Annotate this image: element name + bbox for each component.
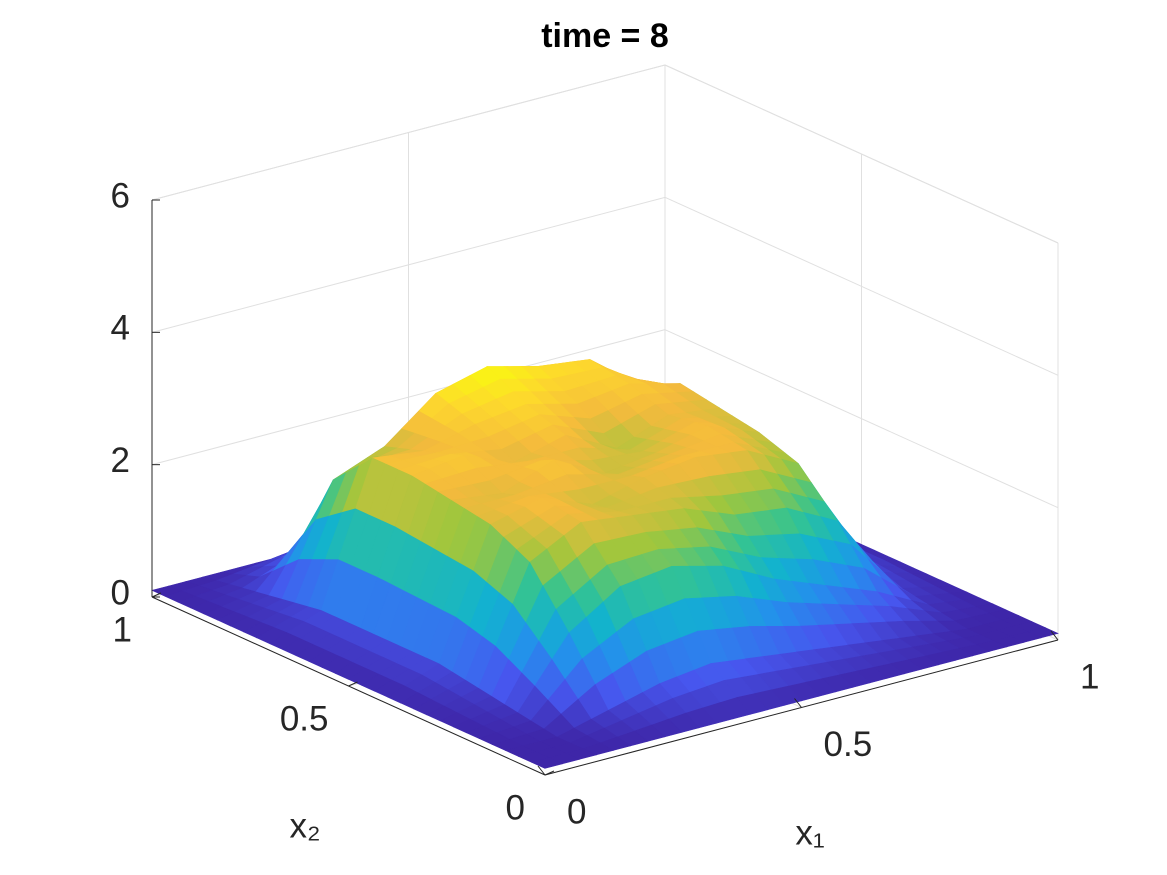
surface-patch bbox=[531, 757, 563, 769]
y-tick bbox=[151, 592, 162, 598]
z-tick-label: 4 bbox=[111, 309, 130, 348]
box-edge bbox=[151, 64, 666, 201]
x-tick bbox=[537, 765, 546, 776]
y-tick bbox=[544, 770, 555, 776]
y-axis-label: x₂ bbox=[289, 806, 320, 845]
y-tick-label: 1 bbox=[113, 610, 132, 649]
z-tick-label: 6 bbox=[111, 176, 130, 215]
z-tick-label: 0 bbox=[111, 573, 130, 612]
x-tick-label: 0.5 bbox=[824, 725, 873, 764]
y-tick-label: 0.5 bbox=[280, 699, 329, 738]
y-tick-label: 0 bbox=[506, 788, 525, 827]
x-axis-label: x₁ bbox=[795, 813, 824, 852]
x-tick bbox=[794, 698, 802, 708]
chart-title: time = 8 bbox=[541, 17, 669, 55]
box-edge bbox=[664, 64, 1059, 244]
y-tick bbox=[348, 681, 358, 687]
x-tick-label: 0 bbox=[567, 792, 586, 831]
x-tick-label: 1 bbox=[1080, 657, 1099, 696]
z-tick-label: 2 bbox=[111, 441, 130, 480]
x-tick bbox=[1050, 630, 1059, 641]
